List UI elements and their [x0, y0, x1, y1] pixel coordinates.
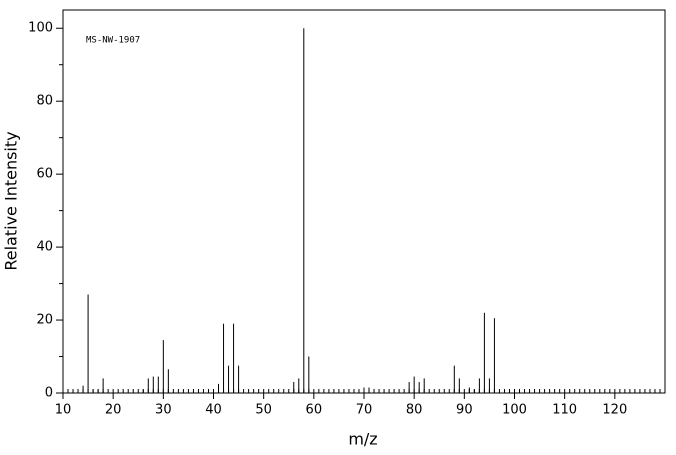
x-tick-label: 120 [602, 403, 627, 418]
x-tick-label: 10 [55, 403, 72, 418]
y-tick-label: 80 [36, 94, 53, 109]
x-tick-label: 20 [105, 403, 122, 418]
y-tick-label: 40 [36, 240, 53, 255]
x-tick-label: 90 [456, 403, 473, 418]
x-tick-label: 60 [306, 403, 323, 418]
plot-frame [62, 9, 666, 394]
y-tick-label: 0 [45, 386, 53, 401]
x-tick-label: 70 [356, 403, 373, 418]
x-tick-label: 50 [255, 403, 272, 418]
y-axis-label: Relative Intensity [2, 131, 21, 270]
y-tick-label: 20 [36, 313, 53, 328]
annotation: MS-NW-1907 [86, 36, 140, 46]
x-tick-label: 40 [205, 403, 222, 418]
x-tick-label: 80 [406, 403, 423, 418]
x-tick-label: 30 [155, 403, 172, 418]
y-tick-label: 60 [36, 167, 53, 182]
x-tick-label: 110 [552, 403, 577, 418]
y-tick-label: 100 [28, 21, 53, 36]
x-axis-label: m/z [348, 430, 377, 449]
x-tick-label: 100 [502, 403, 527, 418]
